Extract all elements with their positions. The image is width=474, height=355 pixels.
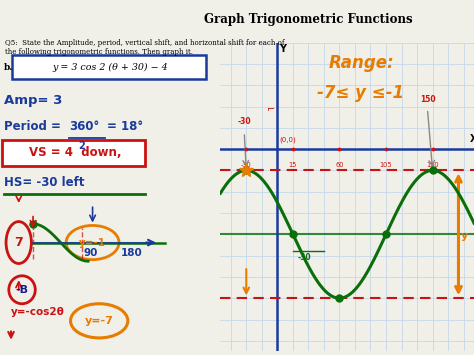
Text: -30: -30 [241, 162, 252, 168]
Text: 60: 60 [335, 162, 344, 168]
Text: -30: -30 [298, 253, 312, 262]
Text: y = 3 cos 2 (θ + 30) − 4: y = 3 cos 2 (θ + 30) − 4 [53, 62, 168, 72]
Text: y=-1: y=-1 [79, 237, 106, 247]
Bar [2, 140, 146, 165]
Text: b.: b. [3, 63, 13, 72]
Text: 7: 7 [14, 236, 22, 249]
Text: = 18°: = 18° [107, 120, 143, 133]
Text: 105: 105 [380, 162, 392, 168]
Text: 360°: 360° [69, 120, 100, 133]
Text: 2: 2 [78, 141, 85, 151]
Text: Y: Y [279, 44, 286, 54]
Text: Period =: Period = [4, 120, 61, 133]
Text: y: y [461, 230, 468, 241]
Text: y=-7: y=-7 [85, 316, 114, 326]
Text: -7≤ y ≤-1: -7≤ y ≤-1 [317, 84, 404, 102]
Text: y=-cos2θ: y=-cos2θ [11, 307, 65, 317]
Text: -30: -30 [238, 116, 252, 126]
Bar [12, 55, 206, 79]
Text: Range:: Range: [329, 54, 395, 72]
Text: the following trigonometric functions. Then graph it.: the following trigonometric functions. T… [5, 48, 193, 56]
Text: 90: 90 [84, 248, 98, 258]
Text: 150: 150 [420, 95, 436, 104]
Text: Amp= 3: Amp= 3 [4, 94, 63, 107]
Text: ⌐: ⌐ [267, 103, 275, 113]
Text: VS = 4  down,: VS = 4 down, [29, 146, 121, 159]
Text: -B: -B [16, 285, 28, 295]
Text: X: X [470, 133, 474, 144]
Text: Q5:  State the Amplitude, period, vertical shift, and horizontal shift for each : Q5: State the Amplitude, period, vertica… [5, 39, 284, 48]
Text: HS= -30 left: HS= -30 left [4, 176, 85, 189]
Text: 150: 150 [426, 162, 439, 168]
Text: Graph Trigonometric Functions: Graph Trigonometric Functions [204, 13, 412, 26]
Text: 180: 180 [121, 248, 143, 258]
Text: (0,0): (0,0) [279, 137, 296, 143]
Text: 15: 15 [289, 162, 297, 168]
